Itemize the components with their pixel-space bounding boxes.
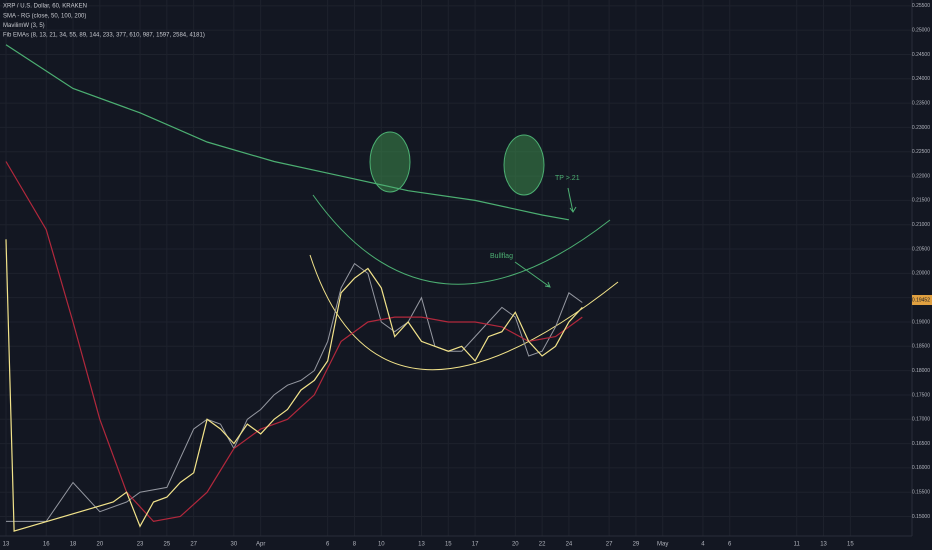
x-tick-label: 13: [3, 542, 10, 548]
x-tick-label: 16: [43, 542, 50, 548]
y-tick-label: 0.16000: [912, 465, 930, 471]
x-tick-label: 27: [190, 542, 197, 548]
y-tick-label: 0.17500: [912, 392, 930, 398]
x-tick-label: 25: [164, 542, 171, 548]
x-tick-label: 30: [231, 542, 238, 548]
x-tick-label: 29: [633, 542, 640, 548]
y-tick-label: 0.25000: [912, 27, 930, 33]
series-lines: [5, 44, 583, 532]
x-tick-label: 23: [137, 542, 144, 548]
x-tick-label: 6: [728, 542, 732, 548]
x-tick-label: 8: [353, 542, 357, 548]
series-line: [5, 161, 583, 523]
annotation: Bullflag: [490, 253, 513, 260]
x-tick-label: May: [657, 542, 668, 548]
y-tick-label: 0.16500: [912, 441, 930, 447]
y-tick-label: 0.18000: [912, 368, 930, 374]
annotation: TP >.21: [555, 175, 580, 182]
upper-arc: [312, 194, 611, 285]
x-tick-label: 20: [97, 542, 104, 548]
x-tick-label: 15: [445, 542, 452, 548]
last-price-box: [912, 295, 932, 306]
x-tick-label: 13: [820, 542, 827, 548]
y-tick-label: 0.25500: [912, 3, 930, 9]
y-tick-label: 0.23500: [912, 100, 930, 106]
legend: SMA - RG (close, 50, 100, 200) MavilimW (…: [3, 14, 205, 39]
y-tick-label: 0.15000: [912, 514, 930, 520]
x-tick-label: 10: [378, 542, 385, 548]
price-axis-bg: [912, 0, 932, 550]
x-tick-label: 15: [847, 542, 854, 548]
x-tick-label: 11: [794, 542, 801, 548]
legend-entry: MavilimW (3, 5): [3, 23, 45, 29]
y-tick-label: 0.22500: [912, 149, 930, 155]
y-tick-label: 0.20000: [912, 271, 930, 277]
y-tick-label: 0.22000: [912, 173, 930, 179]
x-tick-label: 13: [418, 542, 425, 548]
y-tick-label: 0.18500: [912, 344, 930, 350]
series-line: [5, 239, 583, 532]
last-price-label: 0.19452: [912, 297, 930, 303]
y-tick-label: 0.17000: [912, 417, 930, 423]
x-tick-label: 4: [701, 542, 705, 548]
y-tick-label: 0.24500: [912, 52, 930, 58]
grid: [0, 0, 912, 536]
x-tick-label: 22: [539, 542, 546, 548]
series-line: [5, 44, 570, 221]
x-tick-label: 6: [326, 542, 330, 548]
x-tick-label: 20: [512, 542, 519, 548]
legend-entry: SMA - RG (close, 50, 100, 200): [3, 14, 86, 20]
series-line: [6, 262, 583, 522]
legend-entry: Fib EMAs (8, 13, 21, 34, 55, 89, 144, 23…: [3, 33, 205, 39]
axes: 0.15000 0.15500 0.16000 0.16500 0.17000 0.175…: [3, 3, 932, 548]
y-tick-label: 0.15500: [912, 490, 930, 496]
chart-title: XRP / U.S. Dollar, 60, KRAKEN: [3, 4, 87, 10]
drawings: [309, 131, 619, 371]
y-tick-label: 0.20500: [912, 246, 930, 252]
x-tick-label: 18: [70, 542, 77, 548]
tp-arrow: [567, 187, 577, 213]
y-tick-label: 0.19000: [912, 319, 930, 325]
y-tick-label: 0.24000: [912, 76, 930, 82]
y-tick-label: 0.21000: [912, 222, 930, 228]
flag-arrow: [514, 261, 551, 288]
y-tick-label: 0.21500: [912, 198, 930, 204]
y-tick-label: 0.23000: [912, 125, 930, 131]
x-tick-label: Apr: [256, 542, 265, 548]
x-tick-label: 17: [472, 542, 479, 548]
eye-right: [503, 134, 545, 196]
x-tick-label: 24: [566, 542, 573, 548]
eye-left: [369, 131, 411, 193]
x-tick-label: 27: [606, 542, 613, 548]
